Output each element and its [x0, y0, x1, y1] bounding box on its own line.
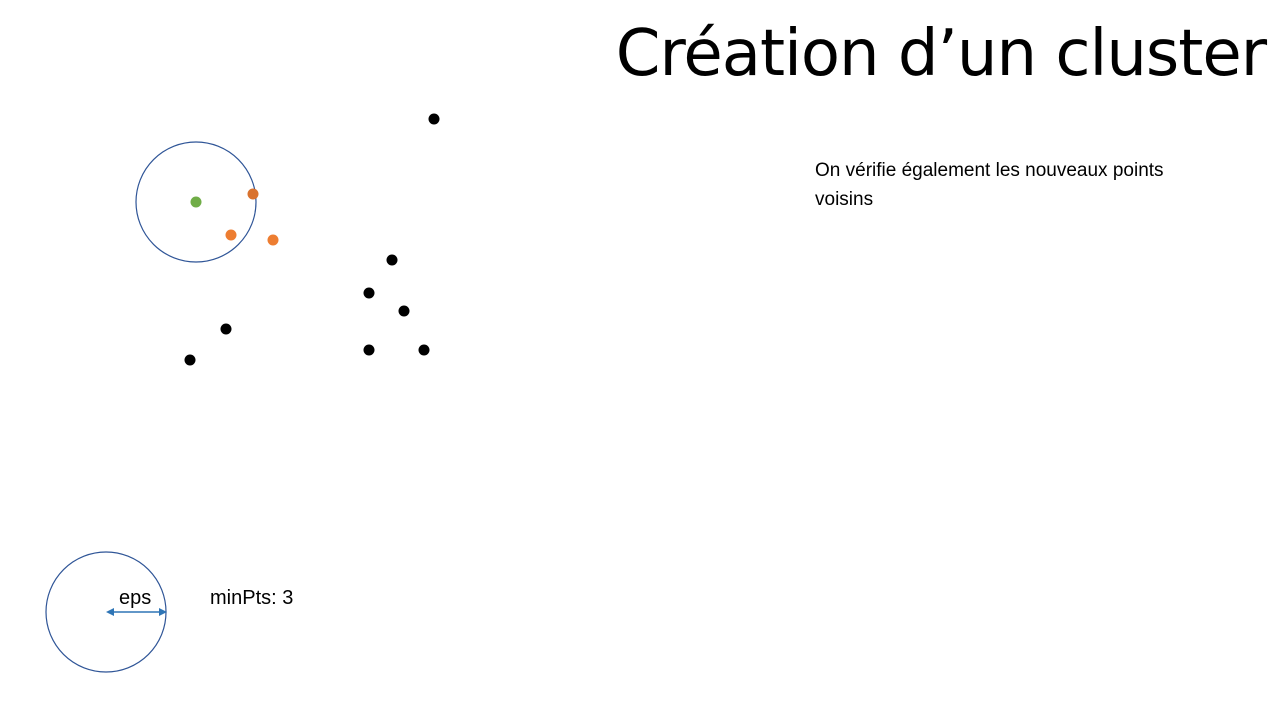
eps-label: eps: [119, 587, 152, 609]
neighbor-point: [225, 229, 237, 241]
unvisited-point: [363, 344, 375, 356]
unvisited-point: [363, 287, 375, 299]
unvisited-point: [428, 113, 440, 125]
neighbor-point: [247, 188, 259, 200]
slide-title: Création d’un cluster: [615, 17, 1267, 91]
unvisited-point: [386, 254, 398, 266]
caption-text: On vérifie également les nouveaux points…: [815, 160, 1164, 210]
core-point: [190, 196, 202, 208]
unvisited-point: [220, 323, 232, 335]
minpts-label: minPts: 3: [210, 587, 294, 609]
unvisited-point: [184, 354, 196, 366]
eps-neighborhood-circle: [135, 141, 257, 263]
unvisited-point: [418, 344, 430, 356]
neighbor-point: [267, 234, 279, 246]
unvisited-point: [398, 305, 410, 317]
